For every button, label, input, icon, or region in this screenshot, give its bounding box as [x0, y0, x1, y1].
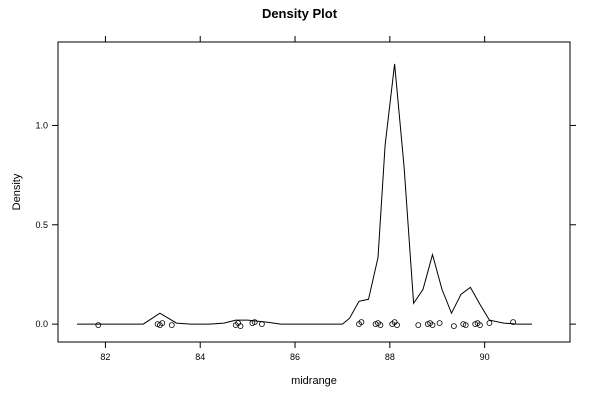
data-point — [251, 319, 258, 326]
x-tick-label: 90 — [480, 352, 490, 362]
data-point — [476, 322, 483, 329]
data-point — [429, 322, 436, 329]
chart-title: Density Plot — [262, 6, 338, 21]
x-axis-label: midrange — [291, 375, 337, 387]
density-line — [77, 63, 533, 325]
y-tick-label: 0.0 — [35, 319, 48, 329]
x-tick-label: 88 — [385, 352, 395, 362]
data-point — [450, 323, 457, 330]
x-tick-label: 82 — [100, 352, 110, 362]
data-point — [159, 320, 166, 327]
data-point — [95, 322, 102, 329]
chart-marks — [77, 63, 533, 330]
plot-frame — [57, 41, 571, 343]
y-tick-label: 0.5 — [35, 220, 48, 230]
x-tick-label: 84 — [195, 352, 205, 362]
data-point — [462, 322, 469, 329]
data-point — [415, 322, 422, 329]
y-tick-label: 1.0 — [35, 120, 48, 130]
data-point — [168, 322, 175, 329]
data-point — [258, 321, 265, 328]
data-point — [237, 323, 244, 330]
tick-labels: 82 84 86 88 90 0.0 0.5 1.0 — [35, 120, 489, 362]
x-tick-label: 86 — [290, 352, 300, 362]
y-axis-label: Density — [11, 173, 23, 210]
data-point — [436, 320, 443, 327]
data-point — [486, 320, 493, 327]
data-point — [377, 322, 384, 329]
data-point — [358, 319, 365, 326]
axis-ticks — [52, 36, 576, 348]
data-point — [394, 322, 400, 329]
data-point — [510, 319, 516, 326]
